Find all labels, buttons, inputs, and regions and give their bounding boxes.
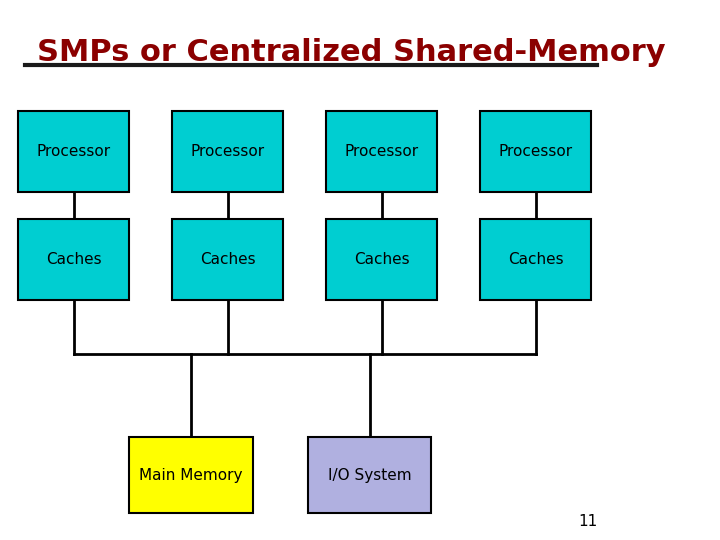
Text: Processor: Processor — [499, 144, 573, 159]
FancyBboxPatch shape — [308, 437, 431, 513]
Text: SMPs or Centralized Shared-Memory: SMPs or Centralized Shared-Memory — [37, 38, 665, 67]
Text: Caches: Caches — [354, 252, 410, 267]
FancyBboxPatch shape — [480, 111, 591, 192]
Text: Processor: Processor — [345, 144, 419, 159]
FancyBboxPatch shape — [173, 111, 283, 192]
FancyBboxPatch shape — [130, 437, 253, 513]
FancyBboxPatch shape — [19, 219, 130, 300]
Text: 11: 11 — [578, 514, 598, 529]
Text: Caches: Caches — [508, 252, 564, 267]
Text: Caches: Caches — [46, 252, 102, 267]
FancyBboxPatch shape — [326, 219, 437, 300]
Text: I/O System: I/O System — [328, 468, 411, 483]
FancyBboxPatch shape — [19, 111, 130, 192]
FancyBboxPatch shape — [326, 111, 437, 192]
Text: Processor: Processor — [37, 144, 111, 159]
Text: Main Memory: Main Memory — [139, 468, 243, 483]
FancyBboxPatch shape — [480, 219, 591, 300]
Text: Processor: Processor — [191, 144, 265, 159]
Text: Caches: Caches — [200, 252, 256, 267]
FancyBboxPatch shape — [173, 219, 283, 300]
